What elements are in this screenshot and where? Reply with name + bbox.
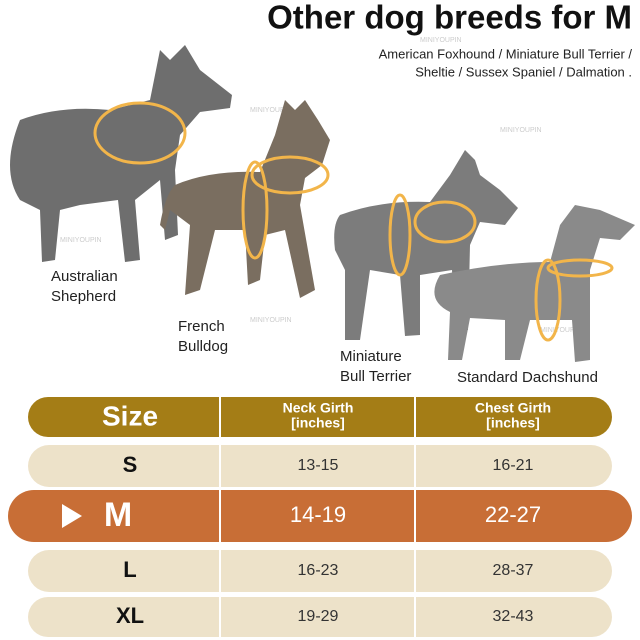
- cell: 16-23: [298, 562, 339, 579]
- dog-label: Bull Terrier: [340, 368, 411, 385]
- row: [28, 445, 612, 487]
- watermark: MINIYOUPIN: [420, 37, 462, 44]
- header-cell: [inches]: [486, 415, 540, 431]
- header-cell: Neck Girth: [283, 400, 354, 416]
- size-cell: XL: [116, 603, 144, 628]
- watermark: MINIYOUPIN: [250, 317, 292, 324]
- cell: 32-43: [493, 608, 534, 625]
- dog-label: Shepherd: [51, 288, 116, 305]
- cell: 14-19: [290, 502, 346, 527]
- cell: 13-15: [298, 457, 339, 474]
- header-cell: Chest Girth: [475, 400, 551, 416]
- header-row: [28, 397, 612, 437]
- size-cell: S: [123, 452, 138, 477]
- watermark: MINIYOUPIN: [540, 327, 582, 334]
- cell: 19-29: [298, 608, 339, 625]
- dog-label: French: [178, 318, 225, 335]
- subtitle: American Foxhound / Miniature Bull Terri…: [379, 46, 633, 61]
- dog-label: Australian: [51, 268, 118, 285]
- size-cell: M: [104, 496, 132, 534]
- dog-label: Standard Dachshund: [457, 369, 598, 386]
- dog-label: Bulldog: [178, 338, 228, 355]
- row: [28, 597, 612, 637]
- size-cell: L: [123, 557, 136, 582]
- cell: 16-21: [493, 457, 534, 474]
- cell: 28-37: [493, 562, 534, 579]
- dog-bulldog: [160, 100, 330, 298]
- dog-dachshund: [434, 205, 635, 362]
- dog-label: Miniature: [340, 348, 402, 365]
- cell: 22-27: [485, 502, 541, 527]
- watermark: MINIYOUPIN: [60, 237, 102, 244]
- dividers: [219, 397, 416, 637]
- title: Other dog breeds for M: [267, 0, 632, 36]
- row: [28, 550, 612, 592]
- size-table: Size Neck Girth [inches] Chest Girth [in…: [8, 397, 632, 637]
- row-highlight: [8, 490, 632, 542]
- watermarks: MINIYOUPIN MINIYOUPIN MINIYOUPIN MINIYOU…: [60, 37, 582, 334]
- dog-bull-terrier: [334, 150, 518, 340]
- watermark: MINIYOUPIN: [250, 107, 292, 114]
- watermark: MINIYOUPIN: [500, 127, 542, 134]
- header-cell: Size: [102, 400, 158, 431]
- header-cell: [inches]: [291, 415, 345, 431]
- arrow-icon: [62, 504, 82, 528]
- subtitle: Sheltie / Sussex Spaniel / Dalmation .: [415, 64, 632, 79]
